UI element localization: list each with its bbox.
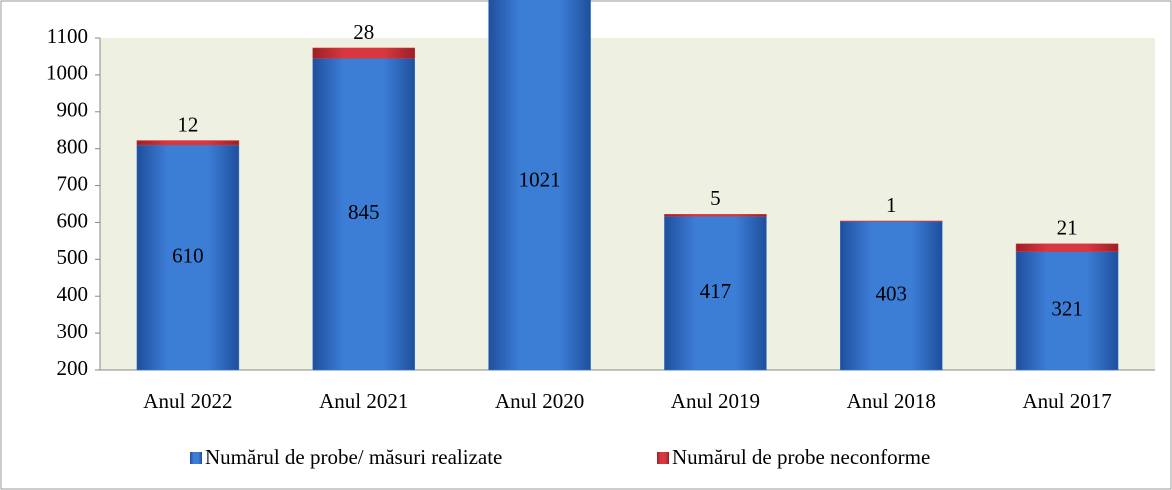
bar-segment	[664, 215, 767, 371]
data-label: 417	[700, 279, 732, 303]
bar-segment	[1015, 243, 1119, 252]
data-label: 321	[1051, 297, 1083, 321]
data-label: 403	[876, 281, 908, 305]
y-tick-label: 1000	[46, 61, 88, 85]
bar-segment	[136, 144, 240, 371]
y-tick-label: 600	[57, 208, 89, 232]
x-tick-label: Anul 2020	[495, 389, 584, 413]
bar-segment	[840, 221, 943, 371]
bar-segment	[664, 214, 767, 217]
data-label: 610	[172, 243, 204, 267]
x-tick-label: Anul 2021	[319, 389, 408, 413]
y-tick-label: 400	[57, 282, 89, 306]
x-tick-label: Anul 2019	[671, 389, 760, 413]
legend-label: Numărul de probe/ măsuri realizate	[205, 445, 502, 469]
y-tick-label: 200	[57, 356, 89, 380]
legend-swatch	[657, 452, 669, 464]
legend-label: Numărul de probe neconforme	[672, 445, 930, 469]
data-label: 21	[1057, 216, 1078, 240]
y-tick-label: 800	[57, 134, 89, 158]
bar-segment	[312, 47, 415, 59]
y-tick-label: 700	[57, 171, 89, 195]
data-label: 5	[710, 186, 721, 210]
bar-segment	[136, 140, 240, 146]
x-tick-label: Anul 2017	[1022, 389, 1111, 413]
bar-segment	[1015, 251, 1119, 371]
bar-segment	[488, 0, 591, 371]
plot-area	[100, 38, 1155, 370]
y-tick-label: 300	[57, 319, 89, 343]
y-tick-label: 900	[57, 98, 89, 122]
legend-swatch	[190, 452, 202, 464]
y-tick-label: 500	[57, 245, 89, 269]
x-tick-label: Anul 2022	[143, 389, 232, 413]
data-label: 845	[348, 200, 380, 224]
data-label: 12	[177, 112, 198, 136]
x-tick-label: Anul 2018	[847, 389, 936, 413]
data-label: 1	[886, 193, 897, 217]
data-label: 28	[353, 20, 374, 44]
data-label: 1021	[519, 167, 561, 191]
y-tick-label: 1100	[47, 24, 88, 48]
